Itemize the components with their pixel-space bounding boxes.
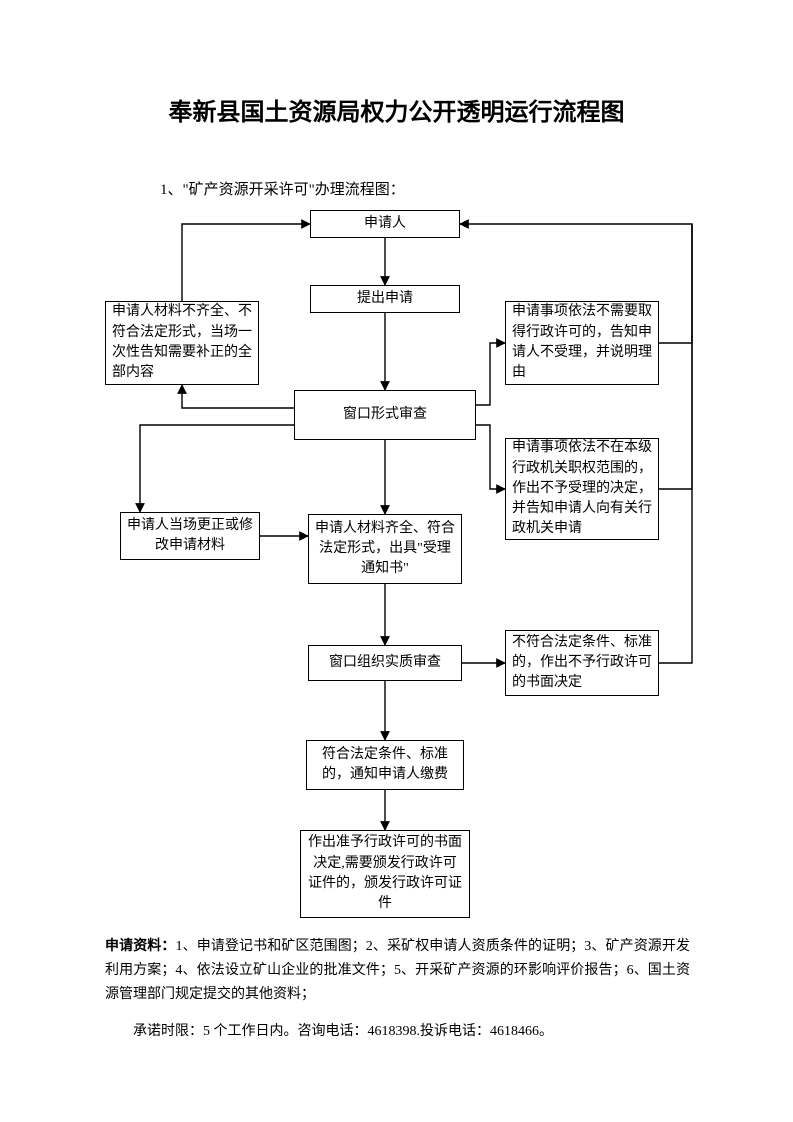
page-title: 奉新县国土资源局权力公开透明运行流程图 [0, 92, 793, 127]
node-form-review: 窗口形式审查 [294, 390, 476, 440]
materials-text: 1、申请登记书和矿区范围图；2、采矿权申请人资质条件的证明；3、矿产资源开发利用… [105, 939, 690, 1002]
node-applicant: 申请人 [310, 210, 460, 238]
node-issue-license: 作出准予行政许可的书面决定,需要颁发行政许可证件的，颁发行政许可证件 [300, 830, 470, 918]
node-reject-license: 不符合法定条件、标准的，作出不予行政许可的书面决定 [505, 630, 659, 696]
page: 奉新县国土资源局权力公开透明运行流程图 1、"矿产资源开采许可"办理流程图： 申… [0, 0, 793, 1122]
node-incomplete-notice: 申请人材料不齐全、不符合法定形式，当场一次性告知需要补正的全部内容 [105, 301, 259, 385]
node-out-of-jurisdiction: 申请事项依法不在本级行政机关职权范围的，作出不予受理的决定，并告知申请人向有关行… [505, 438, 659, 540]
footer-materials: 申请资料：1、申请登记书和矿区范围图；2、采矿权申请人资质条件的证明；3、矿产资… [105, 935, 690, 1006]
node-pay-fee: 符合法定条件、标准的，通知申请人缴费 [306, 740, 464, 790]
footer-commitment: 承诺时限：5 个工作日内。咨询电话：4618398.投诉电话：4618466。 [105, 1020, 690, 1044]
node-materials-complete: 申请人材料齐全、符合法定形式，出具"受理通知书" [308, 514, 462, 584]
node-no-license-needed: 申请事项依法不需要取得行政许可的，告知申请人不受理，并说明理由 [505, 301, 659, 385]
materials-label: 申请资料： [105, 939, 176, 954]
node-correct-materials: 申请人当场更正或修改申请材料 [120, 512, 260, 560]
node-submit-application: 提出申请 [310, 285, 460, 313]
node-substantive-review: 窗口组织实质审查 [308, 645, 462, 681]
subtitle: 1、"矿产资源开采许可"办理流程图： [160, 178, 405, 199]
